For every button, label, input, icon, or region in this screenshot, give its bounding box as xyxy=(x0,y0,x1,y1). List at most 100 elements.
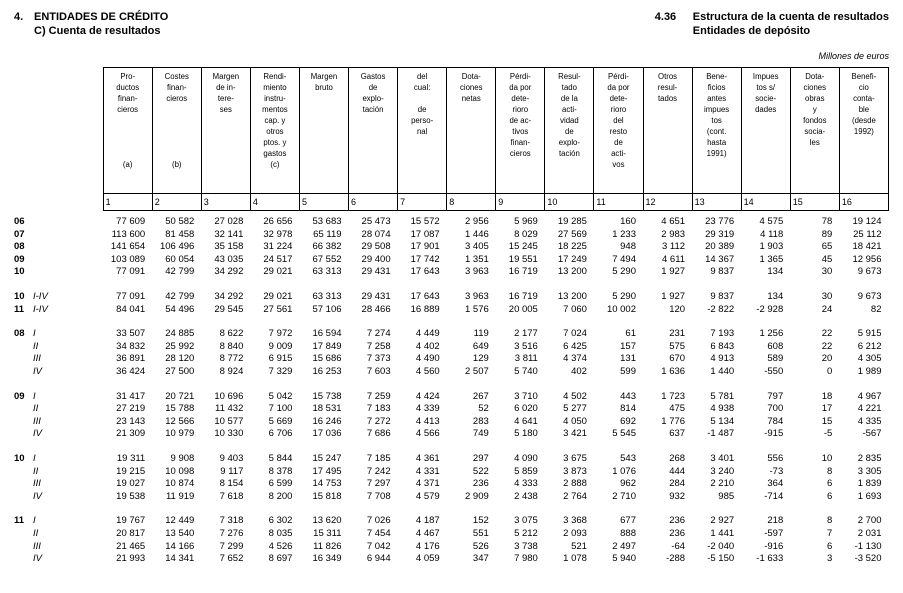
table-cell: 784 xyxy=(767,415,784,427)
table-cell: 52 xyxy=(478,403,489,415)
row-period: II xyxy=(33,403,39,415)
row-label: 07 xyxy=(14,229,103,242)
table-cell: 25 112 xyxy=(853,228,882,240)
table-cell: 4 424 xyxy=(415,390,440,402)
row-period: IV xyxy=(33,428,42,440)
table-cell: 13 540 xyxy=(165,527,195,539)
table-cell: 45 xyxy=(821,253,833,265)
table-cell: 4 566 xyxy=(415,428,440,440)
column-header: Margen de in- tere- ses xyxy=(200,67,251,194)
table-cell: 9 117 xyxy=(220,465,244,477)
column-header: Impues tos s/ socie- dades xyxy=(740,67,791,194)
table-cell: 3 240 xyxy=(710,465,735,477)
table-cell: 7 193 xyxy=(710,328,735,340)
table-cell: 29 545 xyxy=(214,303,244,315)
table-cell: 24 885 xyxy=(165,328,195,340)
table-cell: 3 710 xyxy=(514,390,538,402)
table-cell: 20 xyxy=(821,353,833,365)
table-cell: 888 xyxy=(620,527,636,539)
table-cell: 7 042 xyxy=(366,540,391,552)
table-cell: 4 502 xyxy=(563,390,587,402)
table-cell: 4 371 xyxy=(415,478,440,490)
table-cell: 2 710 xyxy=(612,490,636,502)
table-cell: 8 200 xyxy=(268,490,293,502)
table-cell: 23 776 xyxy=(705,216,735,228)
table-cell: 17 742 xyxy=(410,253,440,265)
column-header: Otros resul- tados xyxy=(642,67,693,194)
table-cell: 4 059 xyxy=(415,553,440,565)
table-cell: 4 090 xyxy=(514,453,538,464)
table-cell: 3 421 xyxy=(563,428,587,440)
table-cell: 31 417 xyxy=(116,390,146,402)
table-cell: 4 339 xyxy=(415,403,440,415)
column-header: Costes finan- cieros (b) xyxy=(151,67,202,194)
table-cell: 103 089 xyxy=(110,253,146,265)
column-number: 7 xyxy=(397,193,447,211)
row-label: IV xyxy=(14,366,103,379)
table-row: IV 21 993 14 341 7 652 8 697 16 349 6 944 4 059… xyxy=(14,553,889,566)
table-cell: 9 837 xyxy=(710,266,735,278)
table-cell: 60 054 xyxy=(165,253,195,265)
table-cell: 4 449 xyxy=(415,328,440,340)
table-cell: 7 494 xyxy=(612,253,636,265)
column-header: Pérdi- da por dete- rioro de ac- tivos f… xyxy=(495,67,545,194)
row-period: I xyxy=(33,515,36,527)
table-cell: 84 041 xyxy=(116,303,146,315)
table-row: 10 77 091 42 799 34 292 29 021 63 313 29 431 17… xyxy=(14,266,889,279)
table-cell: 284 xyxy=(669,478,686,490)
table-cell: -916 xyxy=(764,540,784,552)
table-row: 11 I-IV 84 041 54 496 29 545 27 561 57 106 28 4… xyxy=(14,304,889,317)
table-cell: 20 005 xyxy=(508,303,538,315)
table-cell: 7 373 xyxy=(366,353,391,365)
table-cell: 21 465 xyxy=(116,540,146,552)
table-cell: 22 xyxy=(821,340,833,352)
table-cell: 4 187 xyxy=(415,515,440,527)
row-label: 11 I xyxy=(14,515,103,528)
table-cell: 61 xyxy=(625,328,636,340)
table-cell: 15 788 xyxy=(165,403,195,415)
table-cell: 17 901 xyxy=(410,241,440,253)
table-cell: 3 075 xyxy=(514,515,538,527)
table-cell: 152 xyxy=(472,515,489,527)
column-number: 11 xyxy=(593,193,643,211)
table-cell: 32 978 xyxy=(263,228,293,240)
table-cell: 5 042 xyxy=(268,390,293,402)
table-cell: 7 026 xyxy=(366,515,391,527)
table-cell: 36 424 xyxy=(116,366,146,378)
row-period: III xyxy=(33,478,41,490)
table-cell: 2 093 xyxy=(563,527,587,539)
table-cell: 1 365 xyxy=(759,253,784,265)
table-cell: 7 100 xyxy=(268,403,293,415)
table-cell: 7 242 xyxy=(366,465,391,477)
table-cell: 120 xyxy=(669,303,686,315)
table-cell: 6 915 xyxy=(268,353,293,365)
row-label: II xyxy=(14,341,103,354)
table-cell: 4 221 xyxy=(857,403,882,415)
table-cell: 8 xyxy=(827,515,833,527)
table-cell: 19 027 xyxy=(116,478,146,490)
column-number: 8 xyxy=(446,193,496,211)
table-cell: 7 708 xyxy=(366,490,391,502)
table-cell: 8 924 xyxy=(219,366,244,378)
row-period: II xyxy=(33,527,39,539)
table-cell: 15 572 xyxy=(410,216,440,228)
table-cell: 5 740 xyxy=(514,366,538,378)
table-cell: 637 xyxy=(669,428,686,440)
table-cell: 30 xyxy=(821,291,833,303)
table-cell: 297 xyxy=(472,453,489,464)
table-cell: 50 582 xyxy=(165,216,195,228)
table-cell: 63 313 xyxy=(312,266,342,278)
table-cell: 6 425 xyxy=(563,340,587,352)
table-cell: 649 xyxy=(472,340,489,352)
group-spacer xyxy=(14,316,889,328)
table-cell: 14 341 xyxy=(165,553,195,565)
table-cell: 28 074 xyxy=(361,228,391,240)
table-cell: 8 154 xyxy=(219,478,244,490)
table-cell: 17 036 xyxy=(312,428,342,440)
column-header: Dota- ciones netas xyxy=(446,67,496,194)
table-cell: 16 253 xyxy=(312,366,342,378)
table-cell: 1 256 xyxy=(759,328,784,340)
table-cell: -2 822 xyxy=(707,303,735,315)
table-cell: 0 xyxy=(827,366,833,378)
column-number: 10 xyxy=(544,193,594,211)
